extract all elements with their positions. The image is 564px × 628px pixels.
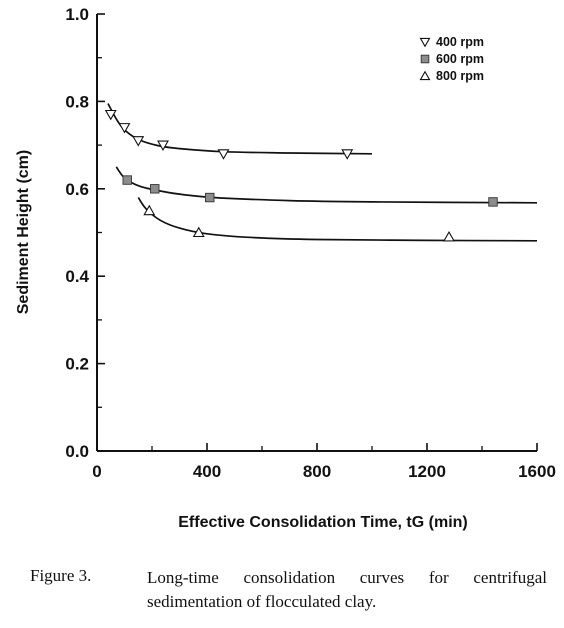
x-tick-label: 400 <box>193 462 221 481</box>
data-point <box>132 136 145 147</box>
data-point <box>157 140 169 151</box>
legend-label: 600 rpm <box>436 52 484 66</box>
legend-marker <box>419 37 431 48</box>
x-tick-label: 1200 <box>408 462 446 481</box>
legend-marker <box>420 54 430 64</box>
y-axis-ticks: 0.0 0.2 0.4 0.6 0.8 1.0 <box>65 5 105 461</box>
data-point <box>104 109 117 121</box>
data-point <box>150 184 160 194</box>
data-markers <box>104 109 498 242</box>
y-tick-label: 1.0 <box>65 5 89 24</box>
x-axis-ticks: 0 400 800 1200 1600 <box>92 443 556 481</box>
fit-curve <box>115 166 538 204</box>
data-point <box>143 204 156 216</box>
y-tick-label: 0.2 <box>65 355 89 374</box>
legend-marker <box>419 70 431 81</box>
data-point <box>443 231 455 242</box>
y-tick-label: 0.6 <box>65 180 89 199</box>
x-tick-label: 0 <box>92 462 101 481</box>
data-point <box>217 149 230 160</box>
x-tick-label: 800 <box>303 462 331 481</box>
legend: 400 rpm 600 rpm 800 rpm <box>419 35 484 83</box>
figure-caption-text: Long-time consolidation curves for centr… <box>147 568 547 611</box>
legend-label: 400 rpm <box>436 35 484 49</box>
data-point <box>205 192 215 203</box>
y-tick-label: 0.4 <box>65 267 89 286</box>
x-tick-label: 1600 <box>518 462 556 481</box>
figure-caption-label: Figure 3. <box>30 566 92 585</box>
legend-label: 800 rpm <box>436 69 484 83</box>
fit-curve <box>107 103 373 155</box>
x-axis-label: Effective Consolidation Time, tG (min) <box>178 514 468 531</box>
data-point <box>192 226 205 238</box>
data-point <box>488 197 498 207</box>
data-point <box>341 149 354 160</box>
y-axis-label: Sediment Height (cm) <box>15 150 32 314</box>
fit-curves <box>107 103 538 242</box>
y-tick-label: 0.8 <box>65 92 89 111</box>
data-point <box>122 175 132 185</box>
data-point <box>118 123 131 134</box>
y-tick-label: 0.0 <box>65 442 89 461</box>
